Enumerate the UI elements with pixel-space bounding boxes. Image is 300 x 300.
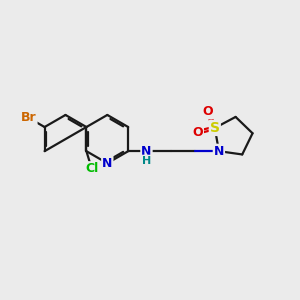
Text: H: H: [142, 156, 151, 166]
Text: Cl: Cl: [85, 162, 98, 175]
Text: N: N: [214, 145, 224, 158]
Text: N: N: [141, 145, 152, 158]
Text: Br: Br: [21, 111, 37, 124]
Text: O: O: [202, 105, 213, 118]
Text: O: O: [192, 126, 203, 139]
Text: N: N: [102, 157, 112, 170]
Text: S: S: [210, 121, 220, 135]
